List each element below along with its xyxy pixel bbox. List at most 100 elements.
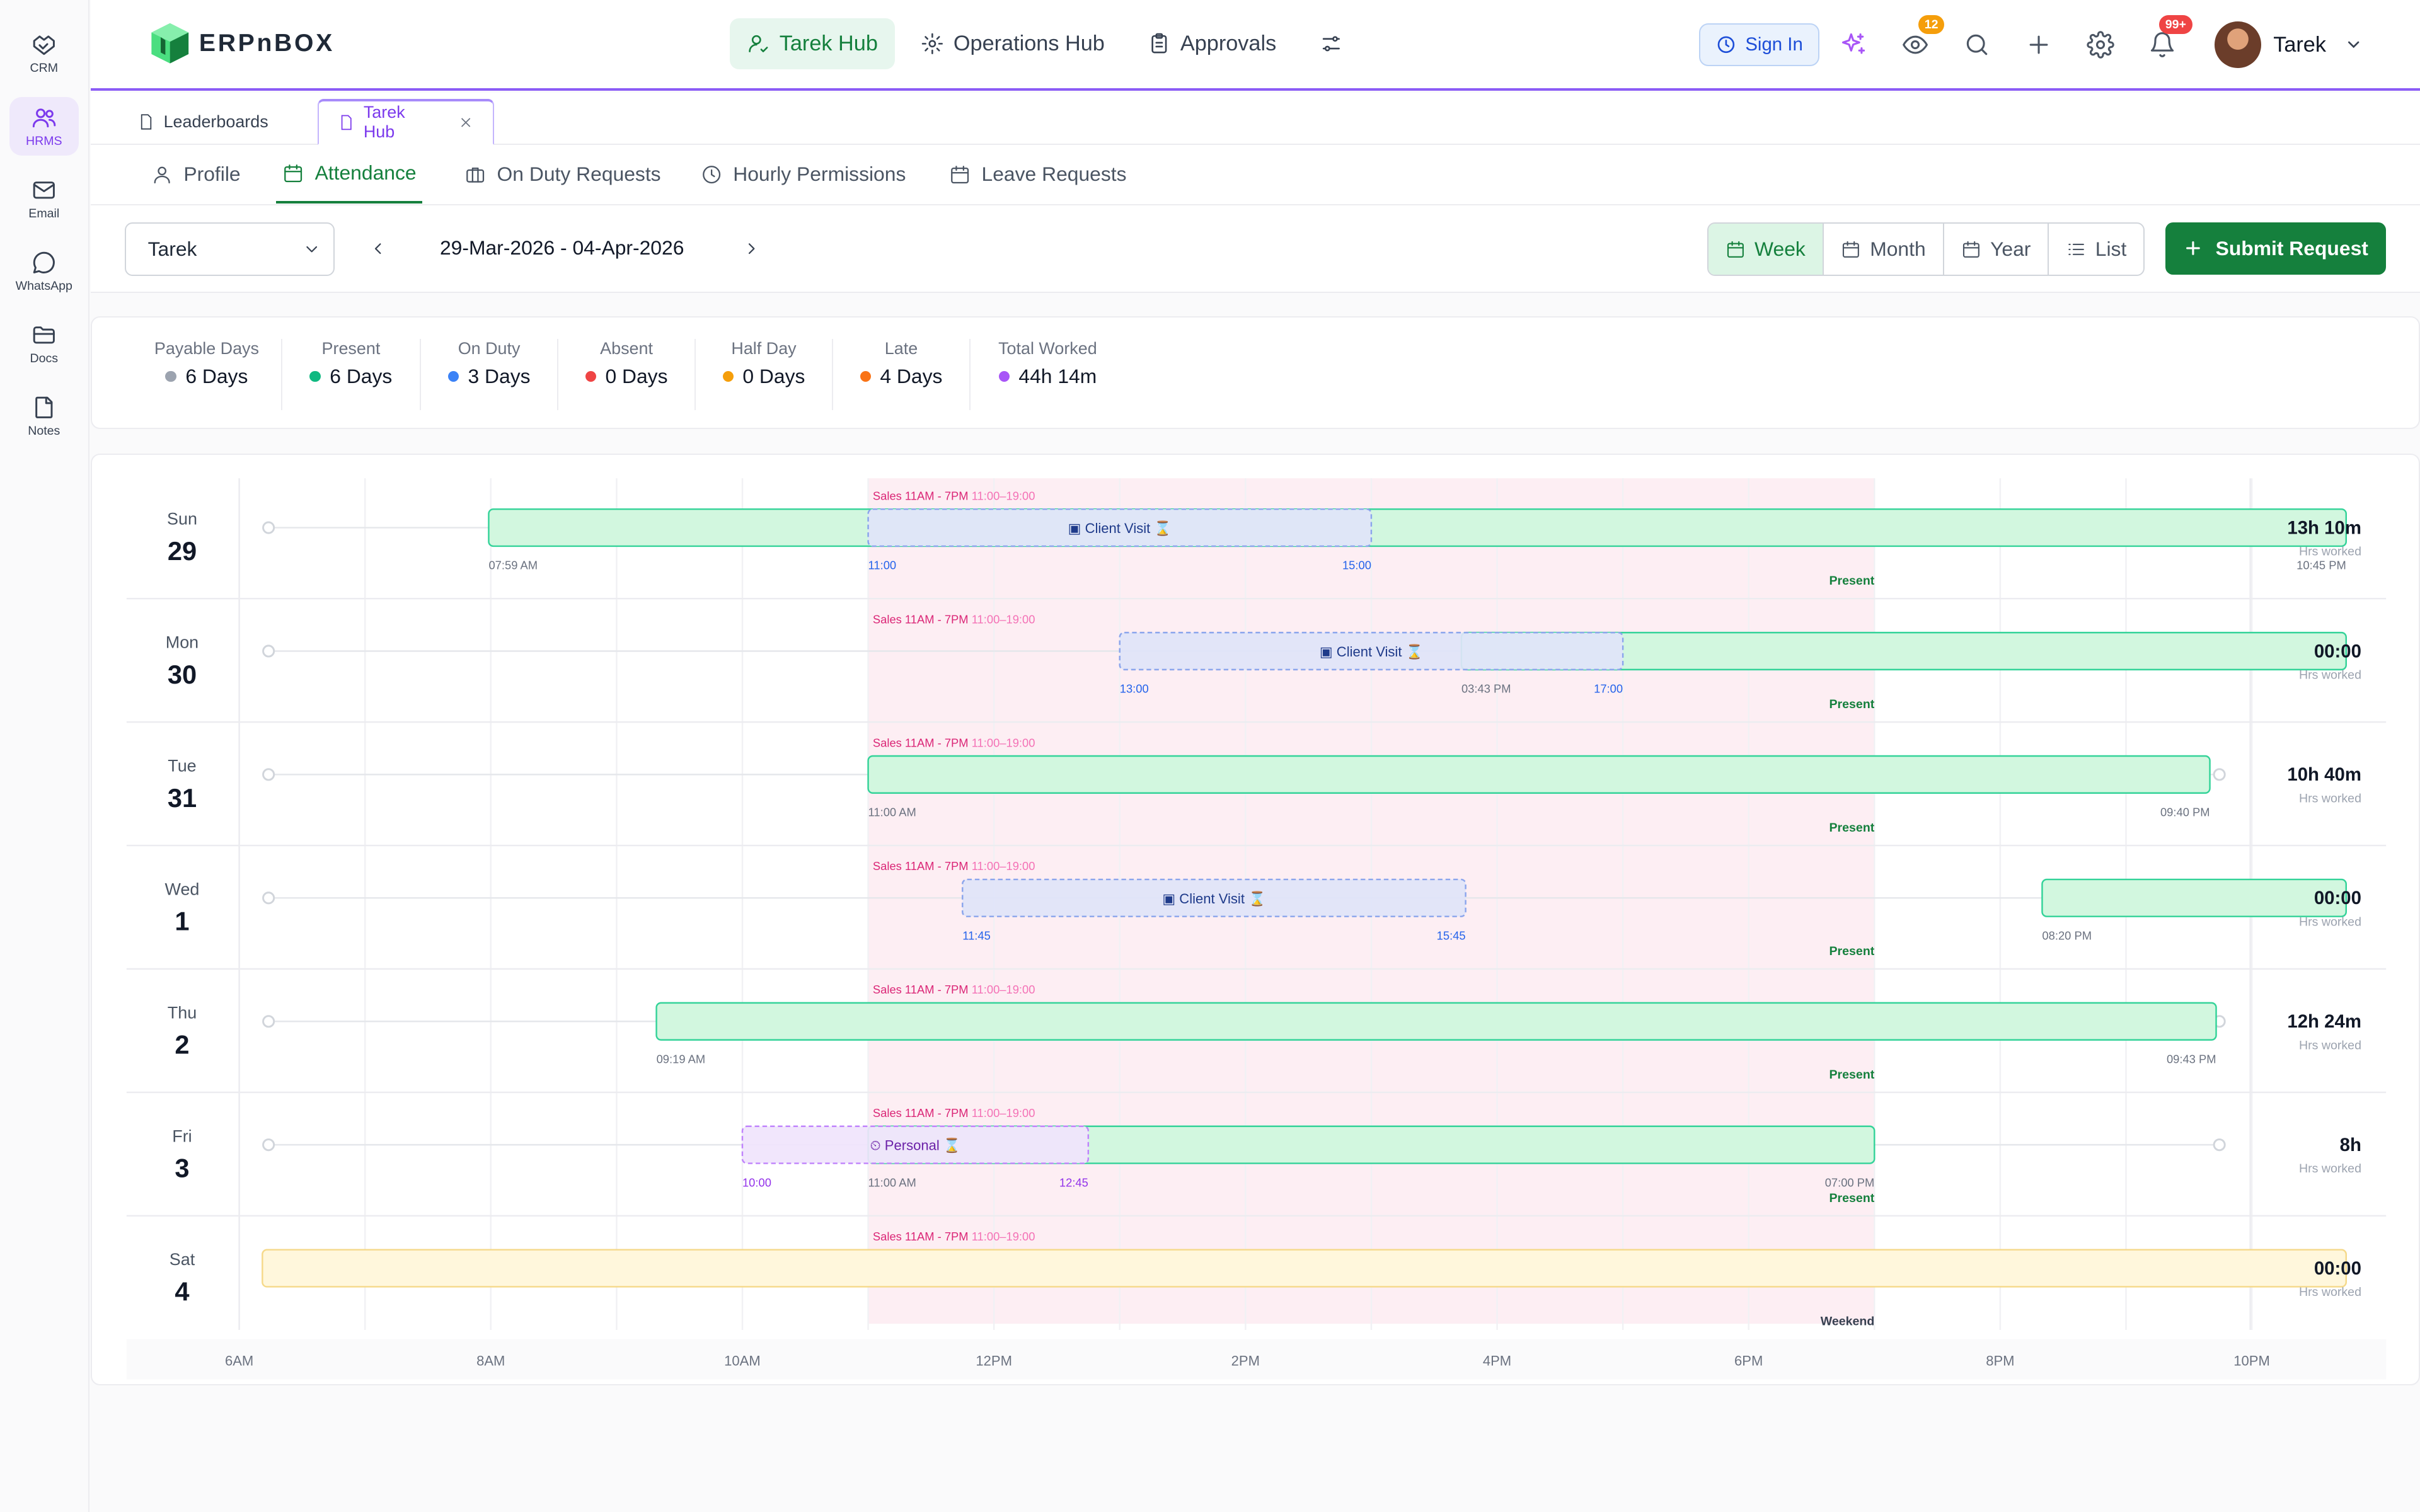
week-timeline-card <box>91 454 2420 1386</box>
view-label: List <box>2095 237 2127 260</box>
chevron-left-icon <box>375 243 381 254</box>
logo-cube-icon <box>151 23 188 64</box>
calendar-icon <box>1727 241 1744 258</box>
stat-label: Late <box>884 339 918 358</box>
date-range: 29-Mar-2026 - 04-Apr-2026 <box>439 236 684 259</box>
stat-value: 6 Days <box>185 365 248 388</box>
tab-on-duty-requests[interactable]: On Duty Requests <box>458 145 667 203</box>
hub-operations[interactable]: Operations Hub <box>904 18 1122 69</box>
user-name[interactable]: Tarek <box>2273 32 2326 57</box>
tab-label: Tarek Hub <box>363 103 405 142</box>
stat-value: 0 Days <box>742 365 805 388</box>
attendance-subtabs: Profile Attendance On Duty Requests Hour… <box>91 145 2420 205</box>
status-dot <box>860 371 871 382</box>
chevron-down-icon <box>306 246 318 253</box>
search-icon <box>1966 34 1988 55</box>
users-icon <box>32 108 56 128</box>
sign-in-button[interactable]: Sign In <box>1699 23 1820 67</box>
list-icon <box>2068 243 2085 255</box>
attendance-toolbar: Tarek 29-Mar-2026 - 04-Apr-2026 Week Mon… <box>91 205 2420 294</box>
tab-attendance[interactable]: Attendance <box>276 145 423 204</box>
tab-label: Attendance <box>314 161 417 185</box>
next-week-button[interactable] <box>738 234 766 262</box>
rail-item-email[interactable]: Email <box>9 169 79 228</box>
file-icon <box>141 114 152 130</box>
view-year-button[interactable]: Year <box>1944 223 2049 275</box>
tab-hourly-permissions[interactable]: Hourly Permissions <box>694 145 912 203</box>
tab-tarek-hub[interactable]: Tarek Hub <box>318 98 494 146</box>
tab-profile[interactable]: Profile <box>145 145 246 203</box>
app-rail: CRM HRMS Email WhatsApp Docs Notes <box>0 0 90 1512</box>
rail-item-whatsapp[interactable]: WhatsApp <box>9 242 79 301</box>
employee-select[interactable]: Tarek <box>125 222 335 277</box>
stat-label: On Duty <box>458 339 521 358</box>
rail-label: Notes <box>28 423 60 438</box>
attendance-summary: Payable Days 6 Days Present 6 Days On Du… <box>91 316 2420 429</box>
prev-week-button[interactable] <box>364 234 392 262</box>
gear-icon <box>2087 31 2114 59</box>
ai-sparkle-button[interactable] <box>1823 20 1884 69</box>
search-button[interactable] <box>1946 20 2008 69</box>
watch-button[interactable]: 12 <box>1884 15 1946 69</box>
rail-item-docs[interactable]: Docs <box>9 315 79 374</box>
view-label: Week <box>1754 237 1806 260</box>
status-dot <box>165 371 176 382</box>
submit-request-label: Submit Request <box>2215 236 2368 260</box>
top-bar: ERPnBOX Tarek Hub Operations Hub Approva… <box>91 0 2420 91</box>
status-dot <box>998 371 1010 382</box>
view-month-button[interactable]: Month <box>1824 223 1944 275</box>
plus-icon <box>2029 35 2048 54</box>
stat-on-duty: On Duty 3 Days <box>421 339 559 410</box>
close-icon[interactable] <box>458 114 474 131</box>
stat-label: Absent <box>600 339 653 358</box>
hub-label: Approvals <box>1180 32 1277 56</box>
clock-icon <box>1717 36 1734 54</box>
hub-approvals[interactable]: Approvals <box>1131 18 1294 69</box>
avatar[interactable] <box>2215 21 2261 68</box>
stat-value: 3 Days <box>468 365 531 388</box>
calendar-icon <box>284 164 302 182</box>
hub-label: Operations Hub <box>953 32 1105 56</box>
rail-label: CRM <box>30 61 59 76</box>
tab-label: Leaderboards <box>163 112 268 131</box>
status-dot <box>585 371 596 382</box>
rail-label: HRMS <box>25 134 62 148</box>
rail-item-hrms[interactable]: HRMS <box>9 97 79 156</box>
tab-leaderboards[interactable]: Leaderboards <box>119 99 287 145</box>
tab-leave-requests[interactable]: Leave Requests <box>943 145 1132 203</box>
calendar-icon <box>1842 241 1859 258</box>
stat-label: Payable Days <box>154 339 259 358</box>
rail-item-notes[interactable]: Notes <box>9 387 79 446</box>
stat-present: Present 6 Days <box>282 339 422 410</box>
sign-in-label: Sign In <box>1745 34 1803 55</box>
rail-item-crm[interactable]: CRM <box>9 25 79 83</box>
gear-icon <box>922 33 943 55</box>
app-logo[interactable]: ERPnBOX <box>147 20 335 66</box>
chat-icon <box>33 251 55 274</box>
add-button[interactable] <box>2008 20 2070 69</box>
folder-icon <box>33 326 55 344</box>
header-actions: Sign In 12 99+ Tarek <box>1699 15 2363 69</box>
chevron-down-icon[interactable] <box>2344 35 2363 54</box>
bell-icon <box>2150 32 2174 57</box>
calendar-icon <box>951 165 969 183</box>
clipboard-icon <box>1151 33 1167 54</box>
stat-payable-days: Payable Days 6 Days <box>132 339 282 410</box>
mail-icon <box>33 181 55 199</box>
submit-request-button[interactable]: Submit Request <box>2165 222 2387 275</box>
tab-label: Leave Requests <box>981 163 1127 186</box>
notifications-button[interactable]: 99+ <box>2131 15 2193 69</box>
stat-late: Late 4 Days <box>833 339 971 410</box>
clock-icon <box>702 165 720 183</box>
hub-tarek[interactable]: Tarek Hub <box>730 18 895 70</box>
stat-value: 6 Days <box>330 365 393 388</box>
stat-value: 4 Days <box>880 365 943 388</box>
chevron-right-icon <box>748 243 755 254</box>
view-list-button[interactable]: List <box>2049 224 2143 275</box>
settings-button[interactable] <box>2070 20 2131 69</box>
calendar-icon <box>1962 241 1979 258</box>
rail-label: Email <box>28 206 60 220</box>
view-week-button[interactable]: Week <box>1708 223 1824 275</box>
plus-icon <box>2186 241 2200 256</box>
hub-settings-button[interactable] <box>1303 18 1360 69</box>
